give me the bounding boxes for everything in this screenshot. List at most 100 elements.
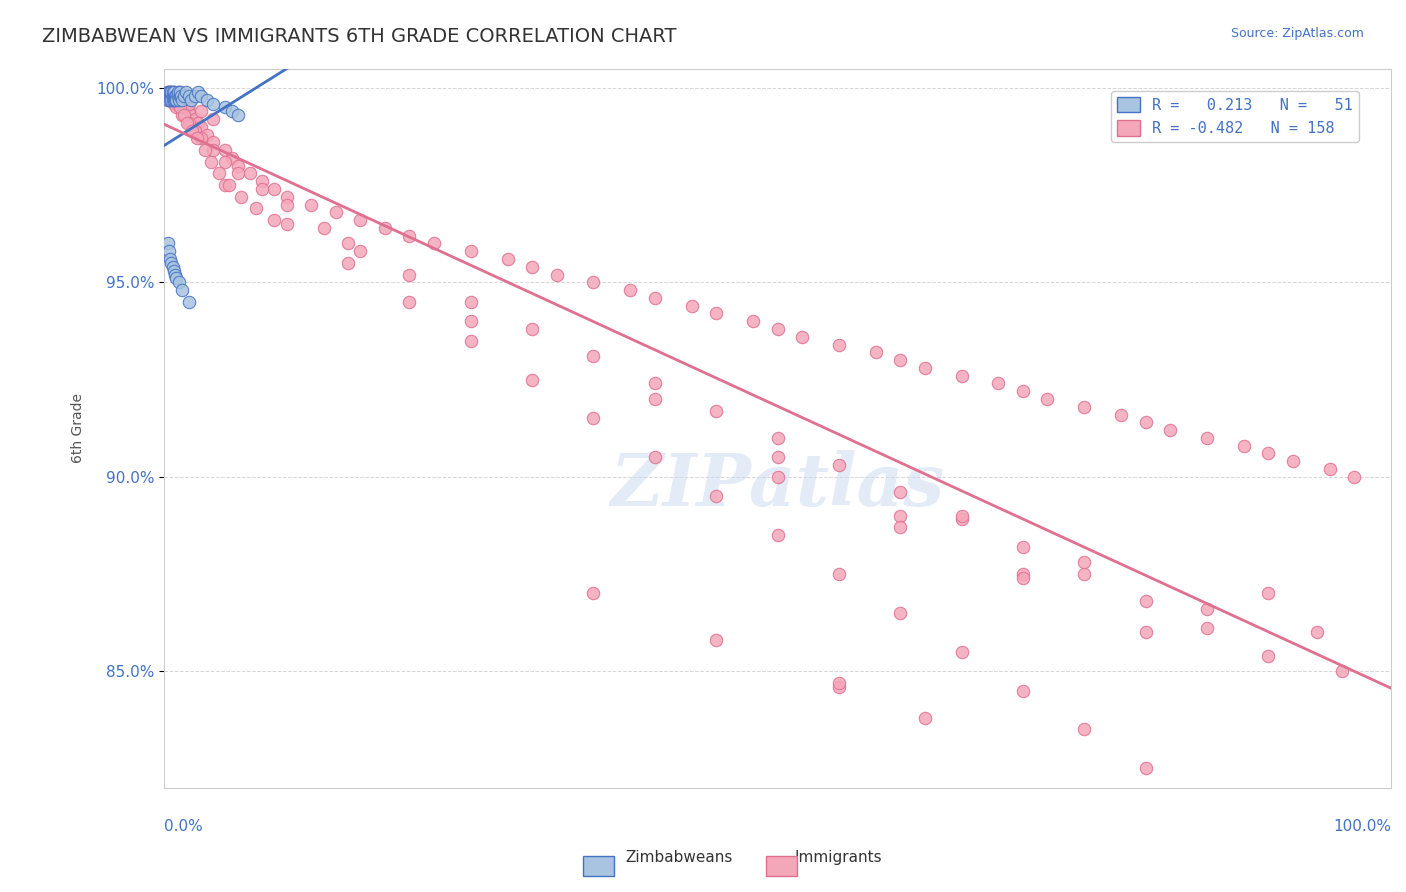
Point [180, 108, 202, 122]
Point [460, 244, 482, 259]
Point [167, 276, 190, 290]
Point [704, 489, 727, 503]
Point [170, 88, 193, 103]
Point [914, 360, 936, 375]
Point [166, 96, 188, 111]
Point [460, 314, 482, 328]
Point [160, 93, 183, 107]
Point [1012, 571, 1035, 585]
Point [181, 124, 204, 138]
Point [1073, 400, 1095, 414]
Point [169, 88, 191, 103]
Point [162, 93, 184, 107]
Point [828, 337, 851, 351]
Point [160, 93, 183, 107]
Point [460, 334, 482, 348]
Text: Immigrants: Immigrants [794, 850, 882, 865]
Point [252, 182, 274, 196]
Point [157, 88, 180, 103]
Point [889, 508, 911, 523]
Point [766, 450, 789, 465]
Point [950, 512, 973, 526]
Point [176, 116, 198, 130]
Point [163, 85, 186, 99]
Point [157, 88, 180, 103]
Point [214, 143, 236, 157]
Point [190, 120, 212, 134]
Point [163, 88, 186, 103]
Point [766, 322, 789, 336]
Point [165, 88, 187, 103]
Text: Zimbabweans: Zimbabweans [626, 850, 733, 865]
Point [165, 93, 187, 107]
Point [1282, 454, 1305, 468]
Point [889, 485, 911, 500]
Point [162, 88, 184, 103]
Point [1343, 469, 1365, 483]
Point [1159, 423, 1181, 437]
Text: 100.0%: 100.0% [1333, 819, 1391, 834]
Point [644, 291, 666, 305]
Point [170, 88, 193, 103]
Point [1135, 625, 1157, 640]
Point [184, 88, 207, 103]
Point [165, 88, 187, 103]
Point [889, 353, 911, 368]
Point [165, 93, 187, 107]
Point [337, 256, 360, 270]
Point [166, 88, 188, 103]
Point [950, 645, 973, 659]
Point [276, 190, 298, 204]
Point [245, 202, 267, 216]
Point [1257, 586, 1279, 600]
Point [155, 85, 177, 99]
Point [398, 228, 420, 243]
Point [214, 100, 236, 114]
Point [582, 586, 605, 600]
Point [193, 143, 215, 157]
Point [263, 213, 285, 227]
Point [165, 93, 187, 107]
Point [166, 85, 188, 99]
Point [299, 197, 322, 211]
Point [165, 93, 187, 107]
Point [202, 136, 225, 150]
Point [162, 85, 184, 99]
Point [160, 88, 183, 103]
Point [156, 236, 179, 251]
Point [167, 93, 190, 107]
Point [828, 566, 851, 581]
Point [156, 93, 179, 107]
Point [157, 88, 180, 103]
Point [172, 283, 194, 297]
Point [190, 88, 212, 103]
Point [159, 88, 181, 103]
Point [163, 263, 186, 277]
Point [195, 93, 218, 107]
Point [184, 112, 207, 126]
Point [742, 314, 765, 328]
Point [704, 632, 727, 647]
Point [160, 85, 183, 99]
Point [1257, 648, 1279, 663]
Point [202, 143, 225, 157]
Point [174, 100, 197, 114]
Point [349, 244, 371, 259]
Point [214, 178, 236, 193]
Point [190, 104, 212, 119]
Point [162, 85, 184, 99]
Point [157, 93, 180, 107]
Point [1330, 664, 1353, 678]
Point [221, 104, 243, 119]
Point [790, 330, 813, 344]
Point [828, 458, 851, 472]
Point [163, 85, 186, 99]
Point [159, 93, 181, 107]
Point [349, 213, 371, 227]
Point [1012, 683, 1035, 698]
Point [169, 88, 191, 103]
Point [374, 220, 396, 235]
Point [177, 104, 200, 119]
Point [582, 349, 605, 363]
Point [195, 128, 218, 142]
